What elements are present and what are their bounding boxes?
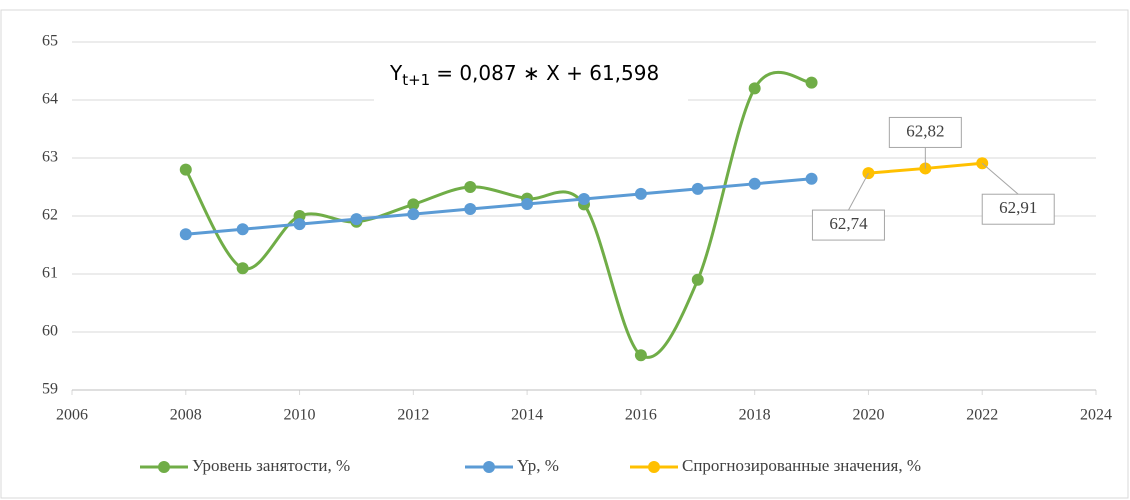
data-label: 62,74 [829,214,868,233]
x-tick-label: 2010 [284,407,316,424]
legend-marker [648,461,660,473]
annotation-base: Y [389,61,403,85]
annotation-rest: = 0,087 ∗ X + 61,598 [436,61,659,85]
series-marker [407,198,420,211]
data-label-box [981,193,1055,225]
series-marker [578,192,590,205]
y-tick-label: 63 [42,149,58,166]
x-tick-label: 2006 [56,407,88,424]
x-tick-label: 2008 [170,407,202,424]
data-label-box [811,209,885,241]
series-marker [464,181,477,193]
y-tick-label: 59 [42,381,58,398]
series-marker [293,218,306,231]
y-tick-label: 64 [42,91,58,108]
x-tick-label: 2020 [852,407,884,424]
series-marker [691,182,704,195]
x-tick-label: 2012 [397,407,429,424]
annotation: Yt+1 = 0,087 ∗ X + 61,598 [389,61,659,89]
series-marker [521,197,534,210]
x-tick-label: 2022 [966,407,998,424]
legend-marker [483,461,495,473]
annotation-box [374,50,688,102]
x-tick-label: 2018 [739,407,771,424]
data-label: 62,82 [906,121,944,140]
series-line [185,177,812,236]
series-marker [691,273,704,286]
series-marker [634,187,647,200]
x-tick-label: 2024 [1080,407,1112,424]
legend-label: Спрогнозированные значения, % [682,456,921,475]
series-marker [805,76,818,89]
series-marker [634,349,647,362]
legend-marker [158,461,170,473]
x-tick-label: 2016 [625,407,657,424]
data-label-box [888,116,962,148]
annotation-sub: t+1 [402,71,430,89]
series-marker [805,172,818,185]
series-marker [179,163,192,176]
y-tick-label: 65 [42,33,58,50]
label-leader [981,162,1019,195]
series-marker [350,213,363,226]
series-marker [748,82,761,95]
data-label: 62,91 [999,198,1037,217]
series-marker [179,228,192,241]
series-marker [236,223,249,236]
y-tick-label: 61 [42,265,58,282]
label-leader [848,172,869,211]
series-marker [407,208,420,221]
legend-label: Уровень занятости, % [192,456,350,475]
series-marker [748,177,761,190]
y-tick-label: 62 [42,207,58,224]
series-marker [236,262,249,275]
y-tick-label: 60 [42,323,58,340]
legend-label: Yp, % [517,456,559,475]
x-tick-label: 2014 [511,407,543,424]
series-marker [464,203,477,216]
